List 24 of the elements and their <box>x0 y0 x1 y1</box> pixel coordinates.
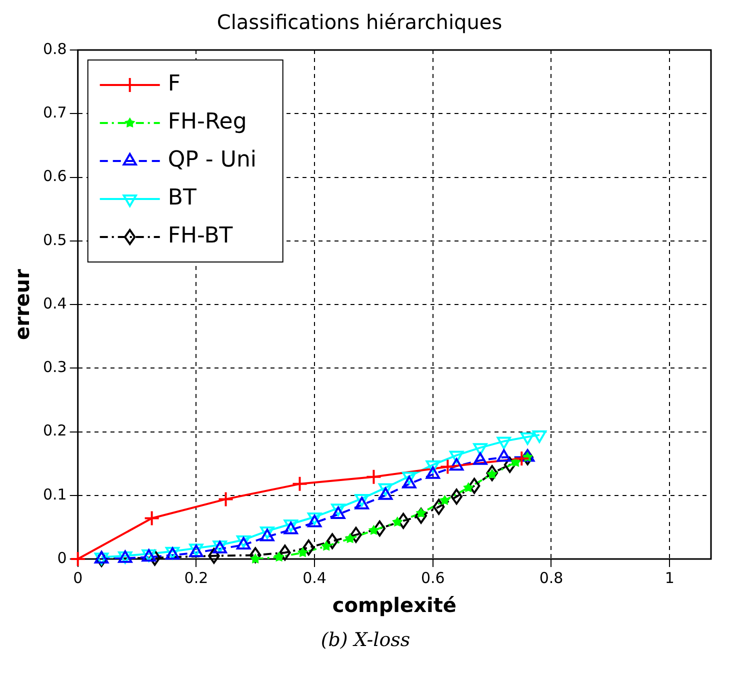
x-tick-label: 1 <box>664 568 674 587</box>
y-tick-label: 0.8 <box>42 40 67 58</box>
y-tick-label: 0 <box>57 548 67 567</box>
x-axis-title: complexité <box>332 593 456 618</box>
x-tick-label: 0 <box>73 568 83 587</box>
x-tick-label: 0.2 <box>184 568 208 587</box>
legend-label: FH-Reg <box>168 110 247 135</box>
x-tick-label: 0.4 <box>302 568 326 587</box>
legend-label: FH-BT <box>168 224 234 249</box>
legend-label: BT <box>168 186 197 211</box>
x-tick-label: 0.6 <box>420 568 445 587</box>
y-tick-label: 0.5 <box>42 230 67 249</box>
y-tick-label: 0.3 <box>42 358 67 376</box>
legend-label: QP - Uni <box>168 148 257 173</box>
y-tick-label: 0.6 <box>42 167 67 186</box>
y-tick-label: 0.7 <box>42 104 67 122</box>
y-tick-label: 0.4 <box>42 294 67 312</box>
legend-label: F <box>168 72 181 97</box>
y-tick-label: 0.1 <box>42 485 67 504</box>
chart-title: Classifications hiérarchiques <box>216 10 502 34</box>
text: (b) X-loss <box>320 629 412 651</box>
y-tick-label: 0.2 <box>42 422 67 440</box>
x-tick-label: 0.8 <box>539 568 564 587</box>
y-axis-title: erreur <box>10 268 34 340</box>
